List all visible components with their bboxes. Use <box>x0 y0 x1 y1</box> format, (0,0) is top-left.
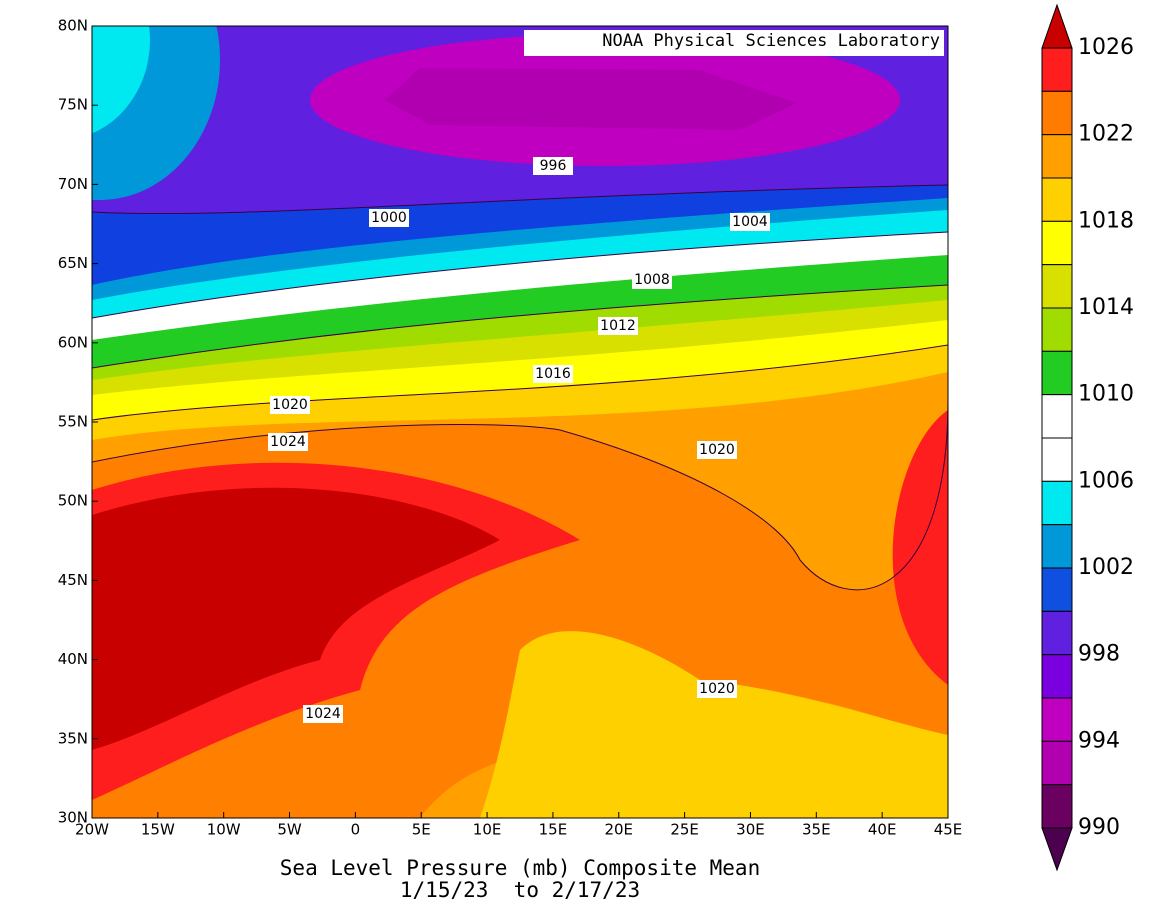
contour-label: 1020 <box>699 442 735 458</box>
colorbar-segment <box>1041 784 1073 829</box>
contour-label: 996 <box>540 158 567 174</box>
y-tick-label: 65N <box>58 254 88 272</box>
colorbar-label: 1006 <box>1078 468 1134 493</box>
contour-label-box <box>270 396 310 414</box>
contour-label-box <box>632 271 672 289</box>
contour-label: 1012 <box>600 318 636 334</box>
y-tick-label: 50N <box>58 492 88 510</box>
y-tick-label: 45N <box>58 571 88 589</box>
colorbar-segment <box>1041 480 1073 526</box>
colorbar-label: 1018 <box>1078 208 1134 233</box>
pressure-field <box>480 631 948 818</box>
colorbar-label: 1002 <box>1078 555 1134 580</box>
colorbar-segment <box>1041 524 1073 569</box>
x-tick-label: 10W <box>207 821 241 839</box>
colorbar-segment <box>1041 220 1073 266</box>
contour-label-box <box>598 317 638 335</box>
x-tick-label: 15W <box>141 821 175 839</box>
contour-lines <box>92 184 948 591</box>
colorbar-segment <box>1041 307 1073 352</box>
map-area: NOAA Physical Sciences Laboratory 996 100… <box>92 26 948 818</box>
y-tick-label: 55N <box>58 413 88 431</box>
colorbar-segment <box>1041 350 1073 396</box>
contour-label: 1024 <box>305 706 341 722</box>
credit: NOAA Physical Sciences Laboratory <box>602 31 940 51</box>
contour-label: 1008 <box>634 272 670 288</box>
x-tick-label: 40E <box>868 821 897 839</box>
contour-label-box <box>533 157 573 175</box>
subtitle: 1/15/23 to 2/17/23 <box>400 878 640 902</box>
colorbar-segment <box>1041 264 1073 309</box>
x-tick-label: 5E <box>412 821 431 839</box>
colorbar-segment <box>1041 697 1073 742</box>
x-tick-label: 30E <box>736 821 765 839</box>
y-tick-label: 70N <box>58 175 88 193</box>
contour-label-box <box>268 433 308 451</box>
y-tick-label: 30N <box>58 809 88 827</box>
colorbar-arrow <box>1041 827 1073 872</box>
x-tick-label: 5W <box>277 821 302 839</box>
contour-label: 1004 <box>732 214 768 230</box>
colorbar-segment <box>1041 437 1073 482</box>
colorbar-segment <box>1041 567 1073 612</box>
colorbar-segment <box>1041 177 1073 222</box>
colorbar-segment <box>1041 740 1073 786</box>
x-tick-label: 35E <box>802 821 831 839</box>
colorbar-label: 1022 <box>1078 122 1134 147</box>
colorbar-segment <box>1041 610 1073 656</box>
contour-label: 1000 <box>371 210 407 226</box>
contour-label-box <box>369 209 409 227</box>
contour-label-box <box>533 365 573 383</box>
contour-label-box <box>730 213 770 231</box>
contour-label-box <box>697 441 737 459</box>
contour-label-box <box>303 705 343 723</box>
contour-label: 1024 <box>270 434 306 450</box>
title: Sea Level Pressure (mb) Composite Mean <box>280 856 760 880</box>
x-tick-label: 20E <box>604 821 633 839</box>
credit-box <box>524 30 944 56</box>
x-tick-label: 20W <box>75 821 109 839</box>
contour-label: 1020 <box>272 397 308 413</box>
colorbar-segment <box>1041 47 1073 92</box>
pressure-field <box>892 410 948 685</box>
colorbar-segment <box>1041 90 1073 136</box>
colorbar-label: 1010 <box>1078 382 1134 407</box>
colorbar-segment <box>1041 394 1073 439</box>
y-tick-label: 40N <box>58 650 88 668</box>
y-tick-label: 75N <box>58 96 88 114</box>
y-tick-label: 60N <box>58 333 88 351</box>
colorbar-segment <box>1041 134 1073 179</box>
pressure-field <box>92 740 300 818</box>
colorbar-label: 1014 <box>1078 295 1134 320</box>
x-tick-label: 45E <box>934 821 963 839</box>
colorbar-label: 994 <box>1078 728 1120 753</box>
pressure-field <box>92 487 500 750</box>
x-tick-label: 15E <box>539 821 568 839</box>
colorbar-label: 1026 <box>1078 35 1134 60</box>
contour-label-box <box>697 680 737 698</box>
contour-label: 1016 <box>535 366 571 382</box>
colorbar-arrow <box>1041 3 1073 49</box>
colorbar-segment <box>1041 654 1073 699</box>
pressure-field <box>385 68 797 130</box>
x-tick-label: 25E <box>670 821 699 839</box>
colorbar-label: 998 <box>1078 642 1120 667</box>
contour-label: 1020 <box>699 681 735 697</box>
x-tick-label: 10E <box>473 821 502 839</box>
x-tick-label: 0 <box>351 821 361 839</box>
colorbar-label: 990 <box>1078 815 1120 840</box>
pressure-field <box>92 26 150 134</box>
y-tick-label: 80N <box>58 17 88 35</box>
y-tick-label: 35N <box>58 729 88 747</box>
